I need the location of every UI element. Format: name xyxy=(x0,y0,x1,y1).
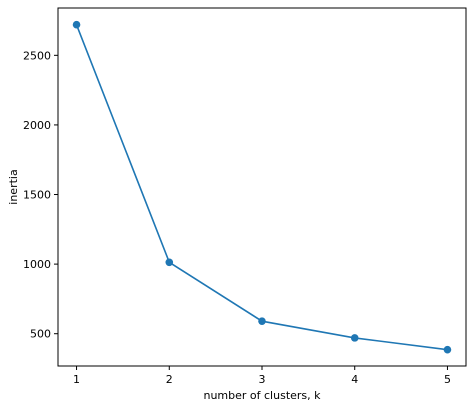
x-tick-label: 1 xyxy=(73,373,80,386)
y-axis-ticks: 500 1000 1500 2000 2500 xyxy=(23,49,58,341)
data-point xyxy=(72,20,81,29)
data-point xyxy=(443,345,452,354)
x-tick-label: 5 xyxy=(444,373,451,386)
x-axis-ticks: 1 2 3 4 5 xyxy=(73,366,451,386)
y-axis-label: inertia xyxy=(7,169,20,204)
series-layer xyxy=(72,20,452,354)
y-tick-label: 1000 xyxy=(23,258,51,271)
y-tick-label: 2500 xyxy=(23,49,51,62)
data-point xyxy=(165,258,174,267)
x-tick-label: 4 xyxy=(351,373,358,386)
y-tick-label: 1500 xyxy=(23,189,51,202)
plot-area xyxy=(57,7,467,367)
data-point xyxy=(350,334,359,342)
data-point xyxy=(258,317,266,325)
y-tick-label: 2000 xyxy=(23,119,51,132)
x-axis-label: number of clusters, k xyxy=(203,389,321,402)
y-tick-label: 500 xyxy=(30,328,51,341)
x-tick-label: 3 xyxy=(259,373,266,386)
x-tick-label: 2 xyxy=(166,373,173,386)
